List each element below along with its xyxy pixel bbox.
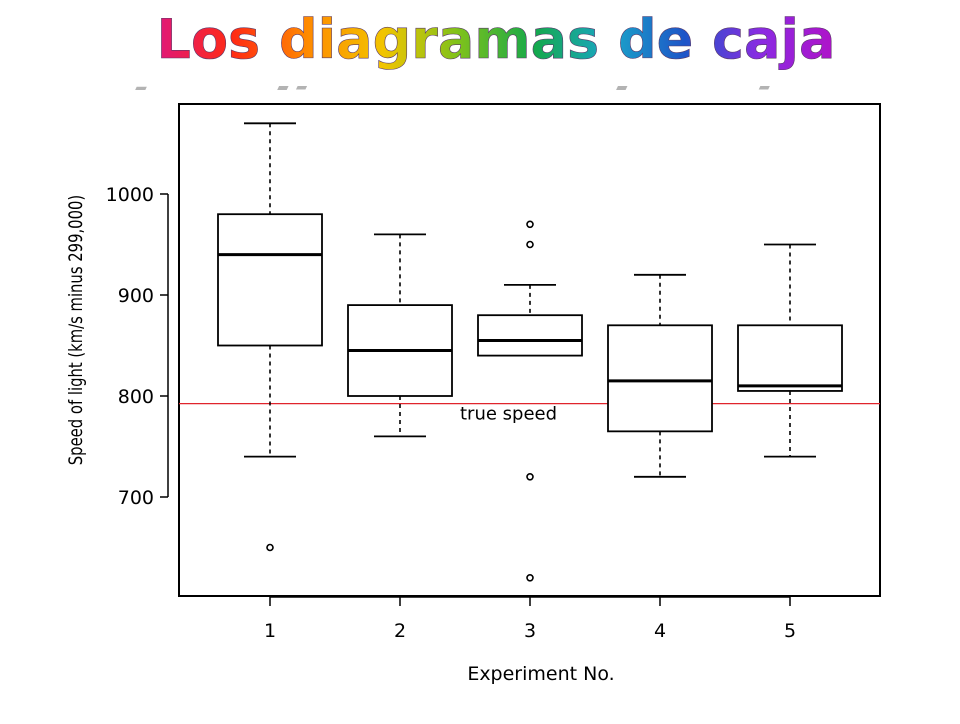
x-axis-label: Experiment No. <box>467 663 614 685</box>
x-tick-label: 2 <box>394 620 406 642</box>
slide-title-graphic: Los diagramas de caja Los diagramas de c… <box>120 8 836 111</box>
x-tick-label: 3 <box>524 620 536 642</box>
y-axis-label: Speed of light (km/s minus 299,000) <box>65 195 87 465</box>
y-axis: 700 800 900 1000 <box>106 184 169 509</box>
plot-frame <box>178 103 881 597</box>
reference-line-label: true speed <box>460 404 557 425</box>
outlier-point <box>526 573 534 582</box>
y-tick-label: 900 <box>118 285 154 307</box>
x-tick-label: 1 <box>264 620 276 642</box>
iqr-box <box>737 324 843 392</box>
outlier-point <box>526 240 534 249</box>
y-tick-label: 700 <box>118 487 154 509</box>
slide-title: Los diagramas de caja <box>157 8 836 71</box>
x-tick-label: 4 <box>654 620 666 642</box>
outlier-point <box>526 472 534 481</box>
slide-title-area: Los diagramas de caja Los diagramas de c… <box>0 0 960 111</box>
outlier-point <box>266 543 274 552</box>
box-2 <box>347 233 453 438</box>
box-3 <box>477 220 583 582</box>
box-4 <box>607 273 713 478</box>
outlier-point <box>526 220 534 229</box>
y-tick-label: 1000 <box>106 184 154 206</box>
iqr-box <box>477 314 583 357</box>
x-axis: 1 2 3 4 5 <box>264 596 796 642</box>
iqr-box <box>217 213 323 347</box>
iqr-box <box>607 324 713 433</box>
box-5 <box>737 243 843 458</box>
boxes-group <box>217 122 843 582</box>
y-tick-label: 800 <box>118 386 154 408</box>
box-1 <box>217 122 323 552</box>
reference-line-group: true speed <box>179 402 880 425</box>
x-tick-label: 5 <box>784 620 796 642</box>
